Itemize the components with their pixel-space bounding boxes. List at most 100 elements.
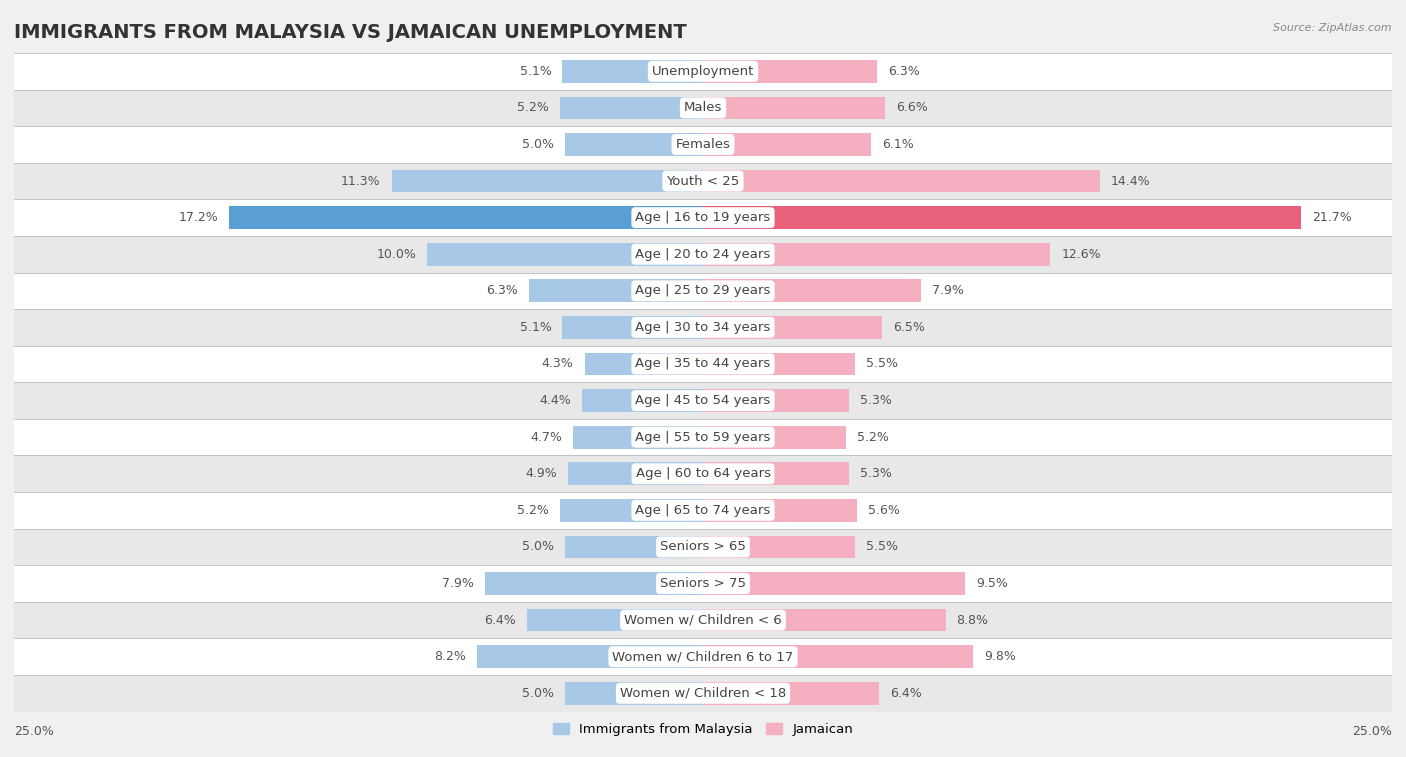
- Text: 4.9%: 4.9%: [526, 467, 557, 480]
- Bar: [14, 126, 1392, 163]
- Bar: [14, 456, 1392, 492]
- Bar: [14, 199, 1392, 236]
- Text: 6.6%: 6.6%: [896, 101, 928, 114]
- Text: Women w/ Children < 18: Women w/ Children < 18: [620, 687, 786, 699]
- Bar: [565, 682, 703, 705]
- Bar: [703, 97, 884, 119]
- Text: 5.1%: 5.1%: [520, 65, 551, 78]
- Bar: [14, 638, 1392, 675]
- Bar: [14, 89, 1392, 126]
- Text: 25.0%: 25.0%: [14, 725, 53, 738]
- Bar: [14, 528, 1392, 565]
- Bar: [14, 163, 1392, 199]
- Text: 7.9%: 7.9%: [932, 285, 963, 298]
- Text: 4.7%: 4.7%: [530, 431, 562, 444]
- Bar: [392, 170, 703, 192]
- Bar: [14, 53, 1392, 89]
- Text: 5.2%: 5.2%: [517, 504, 548, 517]
- Text: 5.2%: 5.2%: [517, 101, 548, 114]
- Bar: [14, 236, 1392, 273]
- Bar: [530, 279, 703, 302]
- Text: 7.9%: 7.9%: [443, 577, 474, 590]
- Text: 6.4%: 6.4%: [484, 614, 516, 627]
- Bar: [565, 536, 703, 558]
- Text: Females: Females: [675, 138, 731, 151]
- Bar: [427, 243, 703, 266]
- Text: Seniors > 75: Seniors > 75: [659, 577, 747, 590]
- Text: 5.0%: 5.0%: [522, 540, 554, 553]
- Bar: [565, 133, 703, 156]
- Text: Age | 65 to 74 years: Age | 65 to 74 years: [636, 504, 770, 517]
- Text: 5.5%: 5.5%: [866, 540, 897, 553]
- Text: 11.3%: 11.3%: [340, 175, 381, 188]
- Bar: [14, 382, 1392, 419]
- Text: 17.2%: 17.2%: [179, 211, 218, 224]
- Text: 6.3%: 6.3%: [486, 285, 519, 298]
- Text: Age | 45 to 54 years: Age | 45 to 54 years: [636, 394, 770, 407]
- Bar: [703, 463, 849, 485]
- Bar: [703, 60, 876, 83]
- Bar: [703, 133, 872, 156]
- Bar: [585, 353, 703, 375]
- Bar: [703, 499, 858, 522]
- Bar: [703, 389, 849, 412]
- Text: 10.0%: 10.0%: [377, 248, 416, 260]
- Text: 12.6%: 12.6%: [1062, 248, 1101, 260]
- Text: Males: Males: [683, 101, 723, 114]
- Bar: [14, 492, 1392, 528]
- Bar: [229, 207, 703, 229]
- Bar: [14, 565, 1392, 602]
- Text: 5.2%: 5.2%: [858, 431, 889, 444]
- Text: Age | 55 to 59 years: Age | 55 to 59 years: [636, 431, 770, 444]
- Bar: [14, 346, 1392, 382]
- Text: Age | 16 to 19 years: Age | 16 to 19 years: [636, 211, 770, 224]
- Text: 6.4%: 6.4%: [890, 687, 922, 699]
- Bar: [485, 572, 703, 595]
- Text: 9.8%: 9.8%: [984, 650, 1017, 663]
- Legend: Immigrants from Malaysia, Jamaican: Immigrants from Malaysia, Jamaican: [547, 718, 859, 741]
- Text: Women w/ Children 6 to 17: Women w/ Children 6 to 17: [613, 650, 793, 663]
- Text: 8.2%: 8.2%: [434, 650, 465, 663]
- Bar: [703, 426, 846, 448]
- Bar: [582, 389, 703, 412]
- Text: 5.5%: 5.5%: [866, 357, 897, 370]
- Bar: [703, 353, 855, 375]
- Bar: [703, 682, 879, 705]
- Bar: [14, 602, 1392, 638]
- Text: Age | 35 to 44 years: Age | 35 to 44 years: [636, 357, 770, 370]
- Bar: [703, 646, 973, 668]
- Bar: [703, 207, 1301, 229]
- Text: 4.4%: 4.4%: [538, 394, 571, 407]
- Bar: [703, 572, 965, 595]
- Text: Age | 25 to 29 years: Age | 25 to 29 years: [636, 285, 770, 298]
- Text: Age | 20 to 24 years: Age | 20 to 24 years: [636, 248, 770, 260]
- Text: Unemployment: Unemployment: [652, 65, 754, 78]
- Text: IMMIGRANTS FROM MALAYSIA VS JAMAICAN UNEMPLOYMENT: IMMIGRANTS FROM MALAYSIA VS JAMAICAN UNE…: [14, 23, 686, 42]
- Text: 6.3%: 6.3%: [887, 65, 920, 78]
- Text: 5.0%: 5.0%: [522, 138, 554, 151]
- Text: 5.3%: 5.3%: [860, 394, 891, 407]
- Text: 14.4%: 14.4%: [1111, 175, 1150, 188]
- Text: 5.1%: 5.1%: [520, 321, 551, 334]
- Text: Youth < 25: Youth < 25: [666, 175, 740, 188]
- Text: Age | 60 to 64 years: Age | 60 to 64 years: [636, 467, 770, 480]
- Text: 25.0%: 25.0%: [1353, 725, 1392, 738]
- Bar: [568, 463, 703, 485]
- Bar: [703, 316, 882, 338]
- Bar: [562, 316, 703, 338]
- Bar: [703, 170, 1099, 192]
- Bar: [14, 273, 1392, 309]
- Bar: [703, 243, 1050, 266]
- Bar: [14, 419, 1392, 456]
- Text: 5.3%: 5.3%: [860, 467, 891, 480]
- Bar: [560, 97, 703, 119]
- Text: 9.5%: 9.5%: [976, 577, 1008, 590]
- Text: 5.0%: 5.0%: [522, 687, 554, 699]
- Text: 5.6%: 5.6%: [869, 504, 900, 517]
- Text: 6.1%: 6.1%: [882, 138, 914, 151]
- Text: 6.5%: 6.5%: [893, 321, 925, 334]
- Text: 21.7%: 21.7%: [1312, 211, 1351, 224]
- Bar: [477, 646, 703, 668]
- Bar: [14, 675, 1392, 712]
- Text: Age | 30 to 34 years: Age | 30 to 34 years: [636, 321, 770, 334]
